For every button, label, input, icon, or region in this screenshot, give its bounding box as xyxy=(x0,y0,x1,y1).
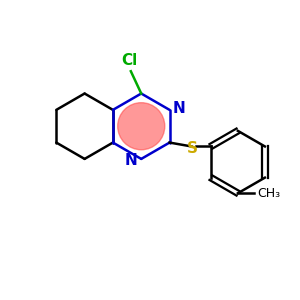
Circle shape xyxy=(118,103,165,150)
Text: S: S xyxy=(187,141,198,156)
Text: CH₃: CH₃ xyxy=(257,187,280,200)
Text: Cl: Cl xyxy=(121,53,137,68)
Text: N: N xyxy=(125,153,138,168)
Text: N: N xyxy=(173,101,186,116)
